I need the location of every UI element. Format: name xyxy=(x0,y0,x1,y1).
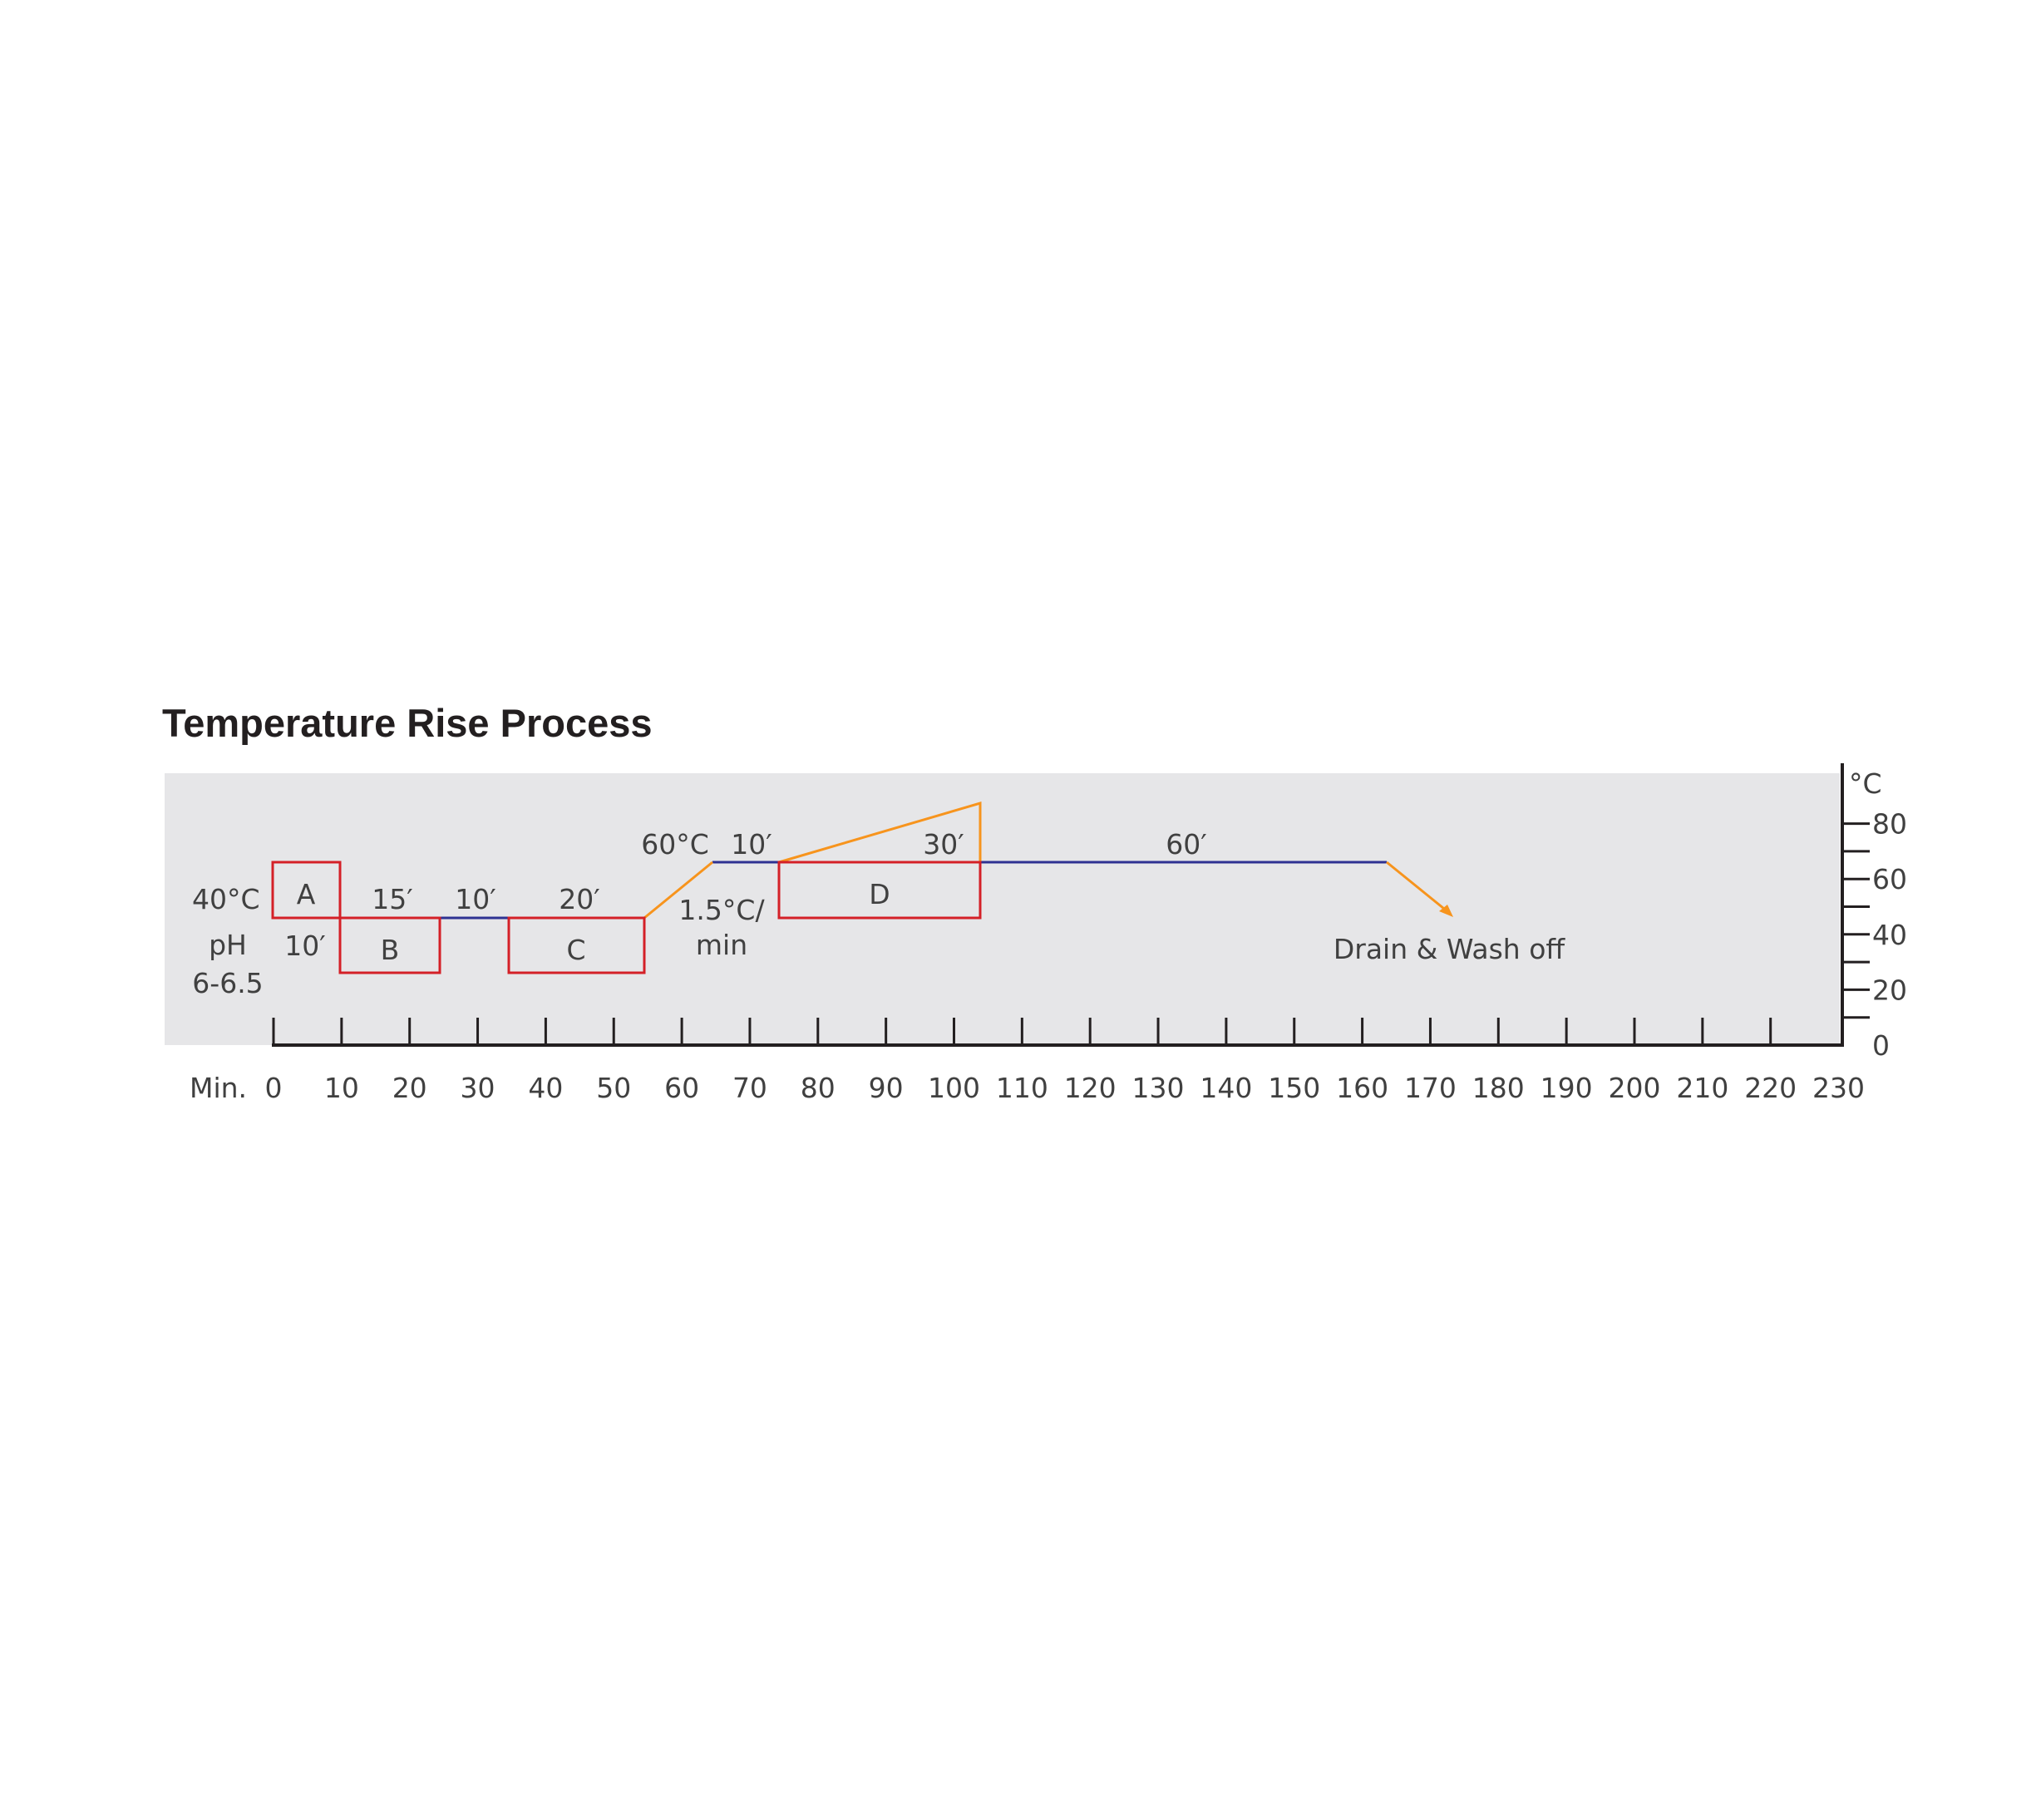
x-tick-label-10: 10 xyxy=(324,1072,359,1104)
box-d xyxy=(777,861,982,920)
temperature-ramp-line xyxy=(643,861,713,920)
x-axis-ticks xyxy=(272,1018,1772,1045)
ph-value: 6-6.5 xyxy=(192,967,263,999)
diagram-title: Temperature Rise Process xyxy=(162,701,653,745)
x-tick-label-80: 80 xyxy=(801,1072,836,1104)
y-tick-label-40: 40 xyxy=(1872,919,1907,951)
y-axis-tick-labels: 0 20 40 60 80 xyxy=(1872,808,1907,1062)
y-tick-label-60: 60 xyxy=(1872,863,1907,895)
step-c-time: 20′ xyxy=(559,883,599,915)
x-tick-label-120: 120 xyxy=(1064,1072,1117,1104)
x-tick-label-160: 160 xyxy=(1336,1072,1388,1104)
box-c-label: C xyxy=(566,934,585,966)
box-b xyxy=(338,916,441,974)
gap-time: 10′ xyxy=(455,883,495,915)
x-tick-label-220: 220 xyxy=(1744,1072,1797,1104)
x-tick-label-70: 70 xyxy=(732,1072,767,1104)
drain-arrow-head xyxy=(1439,905,1453,917)
box-a xyxy=(271,861,342,920)
x-tick-label-40: 40 xyxy=(528,1072,563,1104)
x-axis-prefix: Min. xyxy=(190,1072,247,1104)
x-tick-label-200: 200 xyxy=(1609,1072,1661,1104)
y-tick-label-0: 0 xyxy=(1872,1029,1890,1062)
diagram-panel xyxy=(165,773,1840,1045)
hold-time-label: 10′ xyxy=(731,828,772,861)
x-tick-label-140: 140 xyxy=(1200,1072,1252,1104)
ph-label: pH xyxy=(209,929,247,961)
x-tick-label-180: 180 xyxy=(1472,1072,1525,1104)
x-tick-label-130: 130 xyxy=(1132,1072,1185,1104)
x-tick-label-170: 170 xyxy=(1404,1072,1457,1104)
x-tick-label-50: 50 xyxy=(596,1072,631,1104)
x-tick-label-60: 60 xyxy=(664,1072,699,1104)
step-b-time: 15′ xyxy=(372,883,412,915)
rate-label-line1: 1.5°C/ xyxy=(678,894,765,926)
y-axis-ticks xyxy=(1842,822,1870,1019)
drain-label: Drain & Wash off xyxy=(1334,933,1566,965)
y-tick-label-20: 20 xyxy=(1872,974,1907,1006)
dyeing-time-label: 60′ xyxy=(1166,828,1206,861)
y-axis-unit: °C xyxy=(1849,767,1882,800)
x-tick-label-190: 190 xyxy=(1541,1072,1593,1104)
rate-label-line2: min xyxy=(696,929,747,961)
step-a-time: 10′ xyxy=(284,930,325,962)
box-d-label: D xyxy=(869,878,890,910)
x-tick-label-20: 20 xyxy=(392,1072,427,1104)
x-tick-label-30: 30 xyxy=(461,1072,495,1104)
x-tick-label-0: 0 xyxy=(265,1072,283,1104)
start-temp-label: 40°C xyxy=(192,883,260,915)
hold-temp-label: 60°C xyxy=(641,828,709,861)
box-a-label: A xyxy=(297,878,316,910)
x-tick-label-210: 210 xyxy=(1676,1072,1728,1104)
y-tick-label-80: 80 xyxy=(1872,808,1907,841)
x-tick-label-230: 230 xyxy=(1812,1072,1865,1104)
x-tick-label-110: 110 xyxy=(996,1072,1048,1104)
x-tick-label-90: 90 xyxy=(869,1072,904,1104)
drain-arrow-line xyxy=(1386,861,1449,914)
box-b-label: B xyxy=(381,934,400,966)
box-c xyxy=(507,916,646,974)
dosing-time-label: 30′ xyxy=(923,828,964,861)
x-tick-label-100: 100 xyxy=(928,1072,980,1104)
x-axis-tick-labels: 0 10 20 30 40 50 60 70 80 90 100 110 120 130 140 150 160… xyxy=(265,1072,1866,1104)
x-tick-label-150: 150 xyxy=(1268,1072,1320,1104)
